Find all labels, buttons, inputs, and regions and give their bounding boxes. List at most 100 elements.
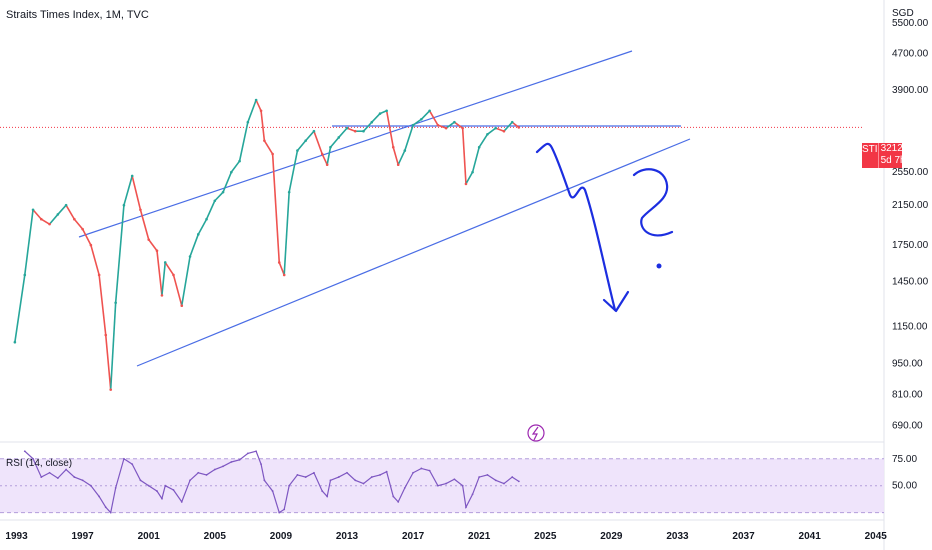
rsi-point (48, 471, 51, 474)
price-tag-countdown: 5d 7h (880, 155, 906, 166)
rsi-point (147, 484, 150, 487)
price-segment (81, 228, 92, 246)
x-tick-label: 2017 (402, 531, 425, 542)
price-point (444, 126, 448, 130)
rsi-point (278, 511, 281, 514)
rsi-point (98, 495, 101, 498)
x-tick-label: 2009 (270, 531, 293, 542)
price-point (370, 120, 374, 124)
price-segment (247, 99, 257, 123)
price-segment (478, 133, 489, 148)
price-point (246, 120, 250, 124)
x-tick-label: 2037 (732, 531, 755, 542)
y-tick-label: 2150.00 (892, 200, 929, 211)
price-point (461, 126, 464, 130)
rsi-point (156, 490, 158, 492)
price-point (196, 233, 200, 236)
rsi-point (346, 471, 348, 474)
price-segment (338, 127, 348, 138)
rsi-point (260, 463, 262, 466)
price-point (436, 123, 440, 127)
price-segment (205, 200, 216, 220)
price-segment (123, 175, 133, 206)
price-segment (255, 99, 262, 112)
rsi-point (246, 452, 249, 455)
rsi-point (296, 474, 299, 476)
price-point (40, 217, 43, 221)
price-point (254, 98, 258, 102)
price-point (13, 340, 17, 344)
rsi-point (189, 479, 191, 482)
price-segment (32, 209, 42, 220)
price-point (391, 145, 395, 149)
price-segment (214, 191, 224, 202)
rsi-point (81, 479, 84, 482)
price-point (282, 273, 286, 277)
y-tick-label: 1750.00 (892, 240, 929, 251)
rsi-point (494, 479, 497, 482)
rsi-point (172, 489, 175, 491)
rsi-point (354, 479, 357, 482)
price-segment (288, 150, 299, 193)
price-point (428, 109, 431, 113)
rsi-point (114, 486, 117, 489)
price-segment (313, 130, 323, 155)
price-point (56, 213, 60, 216)
price-point (345, 126, 349, 130)
price-point (89, 243, 93, 247)
rsi-point (131, 463, 134, 466)
rsi-point (445, 482, 448, 485)
price-segment (486, 127, 497, 135)
price-segment (471, 147, 480, 173)
rsi-point (453, 478, 456, 481)
price-segment (278, 262, 285, 276)
rsi-point (385, 470, 388, 473)
price-point (109, 388, 113, 391)
currency-label: SGD (892, 8, 914, 19)
rsi-point (486, 474, 489, 476)
price-point (471, 170, 474, 174)
price-segment (161, 262, 167, 296)
rsi-point (123, 457, 125, 460)
rsi-point (392, 495, 395, 498)
price-point (320, 152, 324, 156)
price-point (230, 170, 233, 174)
price-segment (104, 334, 112, 390)
rsi-point (403, 486, 406, 489)
forecast-arrow-head (602, 290, 630, 313)
price-segment (109, 302, 117, 390)
x-tick-label: 2001 (138, 531, 161, 542)
price-segment (180, 256, 191, 306)
price-segment (48, 213, 59, 225)
price-segment (404, 124, 414, 151)
question-mark-dot (656, 263, 662, 269)
rsi-point (65, 468, 67, 471)
price-segment (98, 274, 107, 336)
price-point (104, 333, 108, 337)
x-tick-label: 2025 (534, 531, 557, 542)
price-segment (453, 121, 464, 129)
rsi-point (205, 474, 208, 476)
price-point (259, 109, 263, 113)
price-segment (329, 136, 340, 148)
price-point (130, 174, 134, 178)
price-point (188, 255, 192, 258)
rsi-point (104, 506, 107, 509)
price-point (23, 273, 27, 277)
rsi-line (24, 450, 520, 514)
price-point (502, 129, 506, 133)
price-segment (346, 127, 356, 132)
x-tick-label: 2013 (336, 531, 359, 542)
price-point (277, 261, 281, 264)
price-segment (172, 274, 183, 306)
x-tick-label: 2045 (865, 531, 888, 542)
forecast-arrow-path (535, 142, 617, 312)
rsi-point (23, 450, 26, 453)
price-segment (23, 209, 34, 276)
y-tick-label: 810.00 (892, 389, 923, 400)
rsi-title: RSI (14, close) (6, 458, 73, 469)
rsi-point (420, 467, 423, 470)
price-point (64, 203, 68, 207)
y-tick-label: 2550.00 (892, 167, 929, 178)
